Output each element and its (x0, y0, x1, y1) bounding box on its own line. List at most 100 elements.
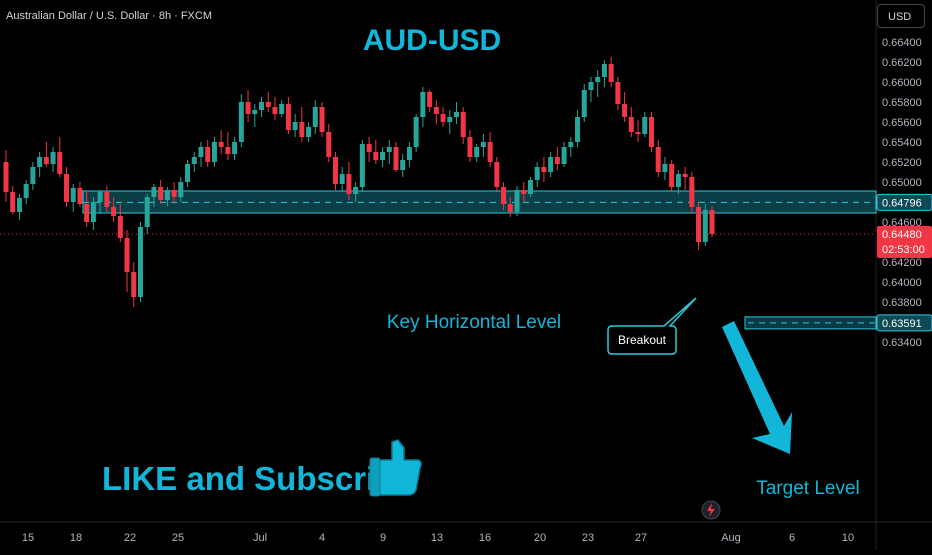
candle[interactable] (588, 77, 594, 102)
candle[interactable] (319, 102, 325, 137)
candle[interactable] (171, 182, 177, 204)
candle[interactable] (279, 100, 285, 117)
candle[interactable] (137, 222, 143, 302)
candle[interactable] (359, 140, 365, 192)
candle[interactable] (30, 162, 36, 190)
candle[interactable] (601, 60, 607, 87)
candle[interactable] (527, 177, 533, 197)
candle[interactable] (682, 167, 688, 190)
candle[interactable] (608, 57, 614, 87)
candle[interactable] (675, 170, 681, 194)
candle[interactable] (111, 197, 117, 222)
target-zone[interactable] (744, 316, 877, 330)
candle[interactable] (16, 194, 22, 220)
candle[interactable] (669, 160, 675, 192)
candle[interactable] (628, 107, 634, 137)
candle[interactable] (144, 194, 150, 234)
candle[interactable] (696, 202, 702, 250)
candle[interactable] (467, 130, 473, 162)
candle[interactable] (534, 162, 540, 187)
candle[interactable] (366, 137, 372, 162)
candle[interactable] (568, 137, 574, 157)
candle[interactable] (158, 180, 164, 204)
candle[interactable] (265, 92, 271, 112)
candle[interactable] (702, 204, 708, 246)
candle[interactable] (245, 90, 251, 122)
candle[interactable] (487, 132, 493, 167)
candle[interactable] (406, 142, 412, 167)
candle[interactable] (77, 182, 83, 207)
candle[interactable] (292, 114, 298, 137)
candle[interactable] (285, 97, 291, 134)
candle[interactable] (104, 186, 110, 212)
candle[interactable] (709, 206, 715, 237)
candle[interactable] (70, 184, 76, 212)
candle[interactable] (453, 102, 459, 124)
candle[interactable] (299, 107, 305, 142)
candle[interactable] (225, 132, 231, 160)
lightning-icon[interactable] (701, 500, 721, 520)
candle[interactable] (151, 184, 157, 207)
candle[interactable] (117, 204, 123, 242)
candle[interactable] (90, 197, 96, 230)
candle[interactable] (306, 122, 312, 142)
candle[interactable] (124, 230, 130, 292)
candle[interactable] (386, 140, 392, 164)
candle[interactable] (97, 190, 103, 214)
candle[interactable] (353, 182, 359, 202)
candle[interactable] (581, 84, 587, 122)
candle[interactable] (218, 130, 224, 154)
candle[interactable] (57, 137, 63, 177)
candle[interactable] (642, 112, 648, 137)
candle[interactable] (312, 100, 318, 134)
candle[interactable] (37, 152, 43, 177)
candle[interactable] (3, 150, 9, 202)
candle[interactable] (521, 182, 527, 202)
candle[interactable] (655, 140, 661, 177)
candle[interactable] (131, 262, 137, 307)
candle[interactable] (501, 182, 507, 210)
candle[interactable] (460, 107, 466, 144)
candle[interactable] (272, 97, 278, 120)
candle[interactable] (50, 147, 56, 172)
candle[interactable] (23, 180, 29, 204)
candle[interactable] (595, 70, 601, 97)
candle[interactable] (635, 120, 641, 142)
candle[interactable] (332, 152, 338, 190)
candle[interactable] (541, 157, 547, 182)
candle[interactable] (447, 110, 453, 134)
candle[interactable] (373, 140, 379, 164)
candle[interactable] (178, 177, 184, 202)
candle[interactable] (420, 87, 426, 127)
candle[interactable] (205, 140, 211, 167)
candle[interactable] (622, 92, 628, 122)
candle[interactable] (10, 186, 16, 214)
candle[interactable] (575, 110, 581, 147)
candle[interactable] (507, 197, 513, 217)
candle[interactable] (400, 154, 406, 177)
candle[interactable] (514, 186, 520, 216)
candle[interactable] (252, 104, 258, 127)
candle[interactable] (198, 142, 204, 167)
candle[interactable] (43, 142, 49, 167)
candle[interactable] (648, 112, 654, 152)
candle[interactable] (427, 90, 433, 112)
candle[interactable] (84, 192, 90, 227)
currency-button[interactable]: USD (877, 4, 925, 28)
candle[interactable] (662, 157, 668, 180)
candle[interactable] (164, 187, 170, 206)
candle[interactable] (440, 107, 446, 127)
candle[interactable] (554, 147, 560, 170)
candle[interactable] (433, 100, 439, 124)
candle[interactable] (346, 162, 352, 200)
candle[interactable] (615, 77, 621, 110)
candle[interactable] (238, 94, 244, 147)
candle[interactable] (185, 160, 191, 187)
candle[interactable] (548, 152, 554, 177)
candle[interactable] (494, 157, 500, 192)
candle[interactable] (413, 114, 419, 152)
candle[interactable] (380, 147, 386, 167)
candle[interactable] (64, 167, 70, 207)
candle[interactable] (232, 137, 238, 160)
